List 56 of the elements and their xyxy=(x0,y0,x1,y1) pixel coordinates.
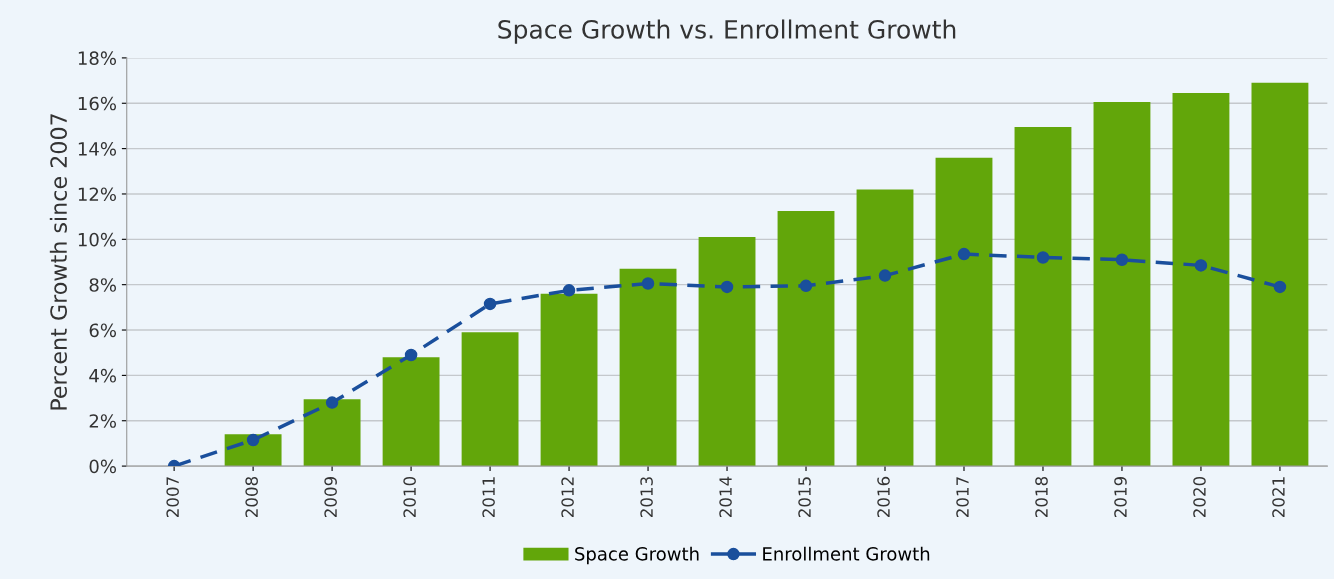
y-tick-label: 0% xyxy=(89,459,117,474)
x-tick-label: 2018 xyxy=(1035,476,1048,518)
x-tick-label: 2007 xyxy=(166,477,179,518)
y-tick-label: 12% xyxy=(78,187,117,202)
bar xyxy=(619,268,677,467)
point xyxy=(799,279,813,293)
x-tick-label: 2012 xyxy=(561,477,574,518)
x-tick-label: 2008 xyxy=(245,476,258,518)
bar xyxy=(698,237,756,467)
bar xyxy=(1172,93,1230,467)
x-tick-label: 2013 xyxy=(640,477,653,518)
x-tick-label: 2010 xyxy=(403,476,416,518)
bar xyxy=(935,157,993,467)
point xyxy=(878,269,892,282)
x-tick-label: 2019 xyxy=(1114,476,1127,518)
bar xyxy=(1251,82,1309,467)
point xyxy=(404,348,418,362)
x-tick-label: 2009 xyxy=(324,476,337,518)
point xyxy=(1194,259,1208,272)
bar xyxy=(382,357,440,467)
bar xyxy=(777,210,835,467)
legend-label: Enrollment Growth xyxy=(763,546,930,561)
point xyxy=(641,277,655,290)
legend-label: Space Growth xyxy=(575,546,699,565)
x-tick-label: 2011 xyxy=(482,477,495,518)
y-tick-label: 4% xyxy=(89,368,117,383)
point xyxy=(957,247,971,261)
y-tick-label: 10% xyxy=(78,232,117,247)
y-tick-label: 14% xyxy=(78,142,117,156)
y-tick-label: 18% xyxy=(78,51,117,66)
y-tick-label: 6% xyxy=(89,323,117,338)
point xyxy=(1273,280,1287,294)
x-tick-label: 2016 xyxy=(877,476,890,518)
point xyxy=(325,396,339,409)
bar xyxy=(1014,127,1072,467)
point xyxy=(1115,253,1129,266)
point xyxy=(246,433,260,447)
x-tick-label: 2020 xyxy=(1193,476,1206,518)
bar xyxy=(303,399,361,467)
bar xyxy=(461,332,519,467)
point xyxy=(562,284,576,297)
bar xyxy=(1093,102,1151,467)
point xyxy=(483,297,497,311)
chart-title: Space Growth vs. Enrollment Growth xyxy=(498,19,956,44)
y-tick-label: 8% xyxy=(89,278,117,292)
y-tick-label: 16% xyxy=(78,96,117,111)
bar xyxy=(540,293,598,467)
y-tick-label: 2% xyxy=(89,414,117,428)
x-tick-label: 2015 xyxy=(798,477,811,518)
x-tick-label: 2014 xyxy=(719,476,732,518)
point xyxy=(1036,251,1050,264)
y-axis-title: Percent Growth since 2007 xyxy=(49,114,68,410)
x-tick-label: 2017 xyxy=(956,477,969,518)
bar xyxy=(856,189,914,467)
point xyxy=(720,280,734,294)
x-tick-label: 2021 xyxy=(1272,477,1285,518)
